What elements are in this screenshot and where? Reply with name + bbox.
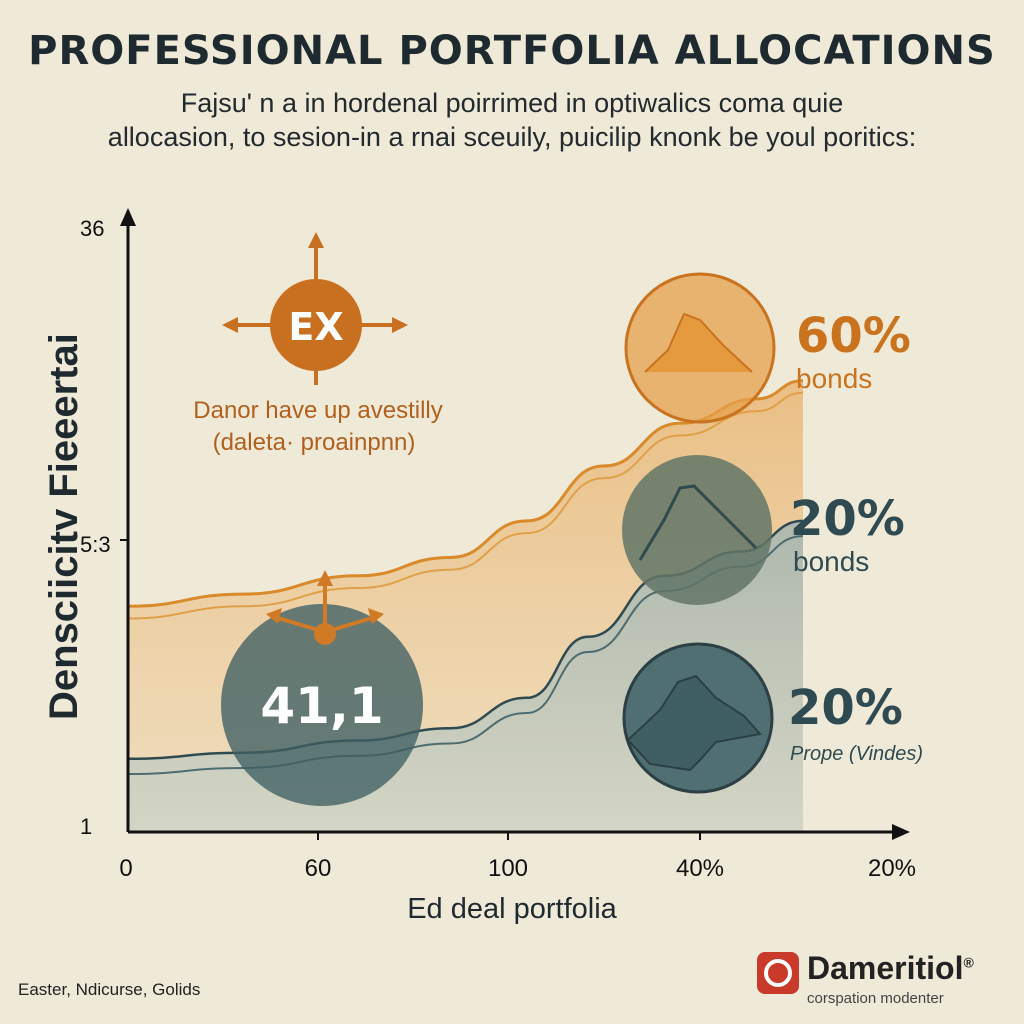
y-tick-label: 5:3 <box>80 532 111 557</box>
x-tick-label: 20% <box>868 855 916 882</box>
x-tick-label: 100 <box>488 855 528 882</box>
allocation-percent: 20% <box>790 491 905 547</box>
allocation-label: bonds <box>793 546 869 577</box>
x-axis-label: Ed deal portfolia <box>407 893 617 925</box>
x-tick-label: 0 <box>119 855 132 882</box>
y-axis-arrow-icon <box>120 208 136 226</box>
brand-name: Dameritiol <box>807 950 964 986</box>
allocation-item-3: 20% Prope (Vindes) <box>622 642 923 794</box>
allocation-percent: 20% <box>788 680 903 736</box>
brand-icon <box>757 952 799 994</box>
registered-mark: ® <box>963 954 974 971</box>
allocation-label: Prope (Vindes) <box>790 743 923 765</box>
footer-source: Easter, Ndicurse, Golids <box>18 980 201 999</box>
ex-badge-label: EX <box>288 305 343 349</box>
allocation-percent: 60% <box>796 308 911 364</box>
allocation-item-2: 20% bonds <box>622 455 905 605</box>
value-bubble <box>221 604 423 806</box>
brand-tagline: corspation modenter <box>807 990 944 1007</box>
annotation-note-line-2: (daleta· proainpnn) <box>213 429 416 456</box>
y-axis-label: Densciicitv Fieeertai <box>42 333 86 720</box>
brand-logo: Dameritiol® corspation modenter <box>757 950 1007 1007</box>
value-bubble-label: 41,1 <box>260 677 383 735</box>
series-line-orange-secondary <box>127 391 803 620</box>
x-tick-label: 60 <box>305 855 332 882</box>
branch-arrows-icon <box>266 570 384 645</box>
allocation-label: bonds <box>796 363 872 394</box>
mountain-icon <box>638 484 758 561</box>
subtitle-line-1: Fajsu' n a in hordenal poirrimed in opti… <box>180 88 844 118</box>
allocation-item-1: 60% bonds <box>624 272 911 424</box>
ex-badge <box>270 279 362 371</box>
allocation-circle <box>622 455 772 605</box>
mountain-icon <box>626 674 762 772</box>
x-tick-label: 40% <box>676 855 724 882</box>
mountain-icon <box>644 312 753 373</box>
page-title: PROFESSIONAL PORTFOLIA ALLOCATIONS <box>28 28 996 74</box>
x-axis-arrow-icon <box>892 824 910 840</box>
subtitle-line-2: allocasion, to sesion-in a rnai sceuily,… <box>107 122 917 152</box>
subtitle: Fajsu' n a in hordenal poirrimed in opti… <box>40 86 984 154</box>
y-tick-label: 36 <box>80 216 104 241</box>
annotation-note-line-1: Danor have up avestilly <box>193 397 442 424</box>
y-tick-label: 1 <box>80 814 92 839</box>
